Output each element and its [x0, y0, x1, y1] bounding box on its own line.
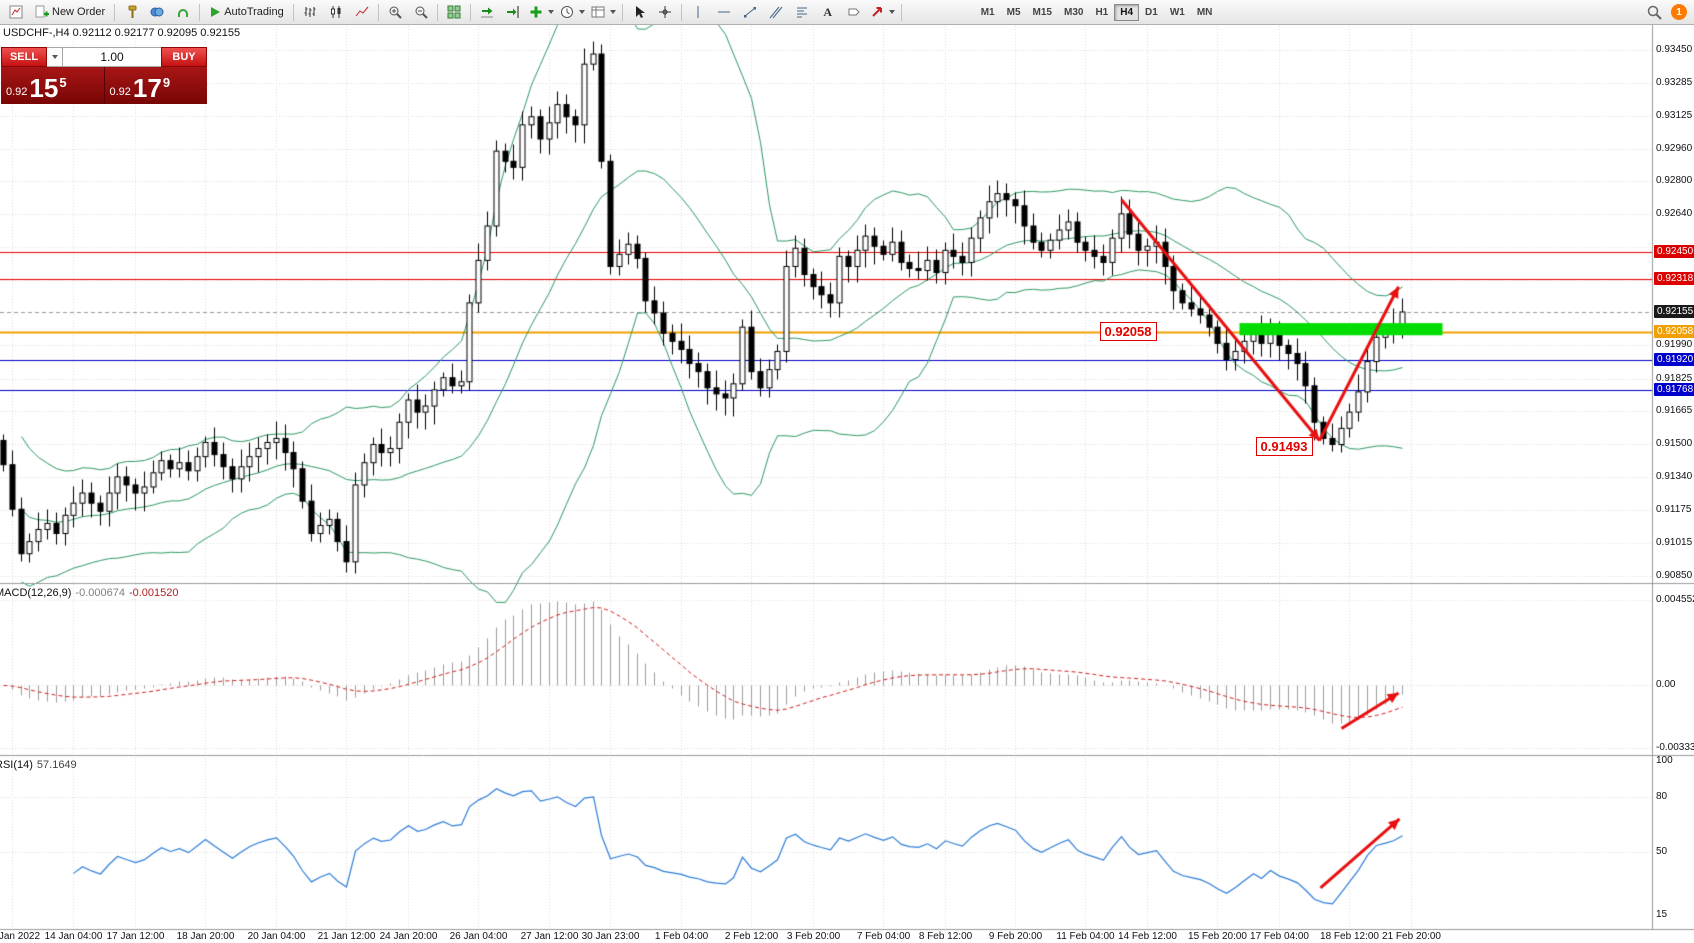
periods-icon[interactable]: [557, 1, 588, 23]
timeframe-m30[interactable]: M30: [1058, 4, 1089, 21]
toolbar-separator: [114, 3, 116, 21]
arrows-dropdown-caret: [888, 10, 895, 14]
new-order-button[interactable]: New Order: [29, 2, 111, 22]
timeframe-w1[interactable]: W1: [1164, 4, 1191, 21]
indicators-icon[interactable]: [526, 1, 557, 23]
autotrading-button[interactable]: AutoTrading: [203, 2, 290, 22]
text-tool-glyph: A: [823, 4, 833, 19]
line-chart-icon[interactable]: [349, 1, 375, 23]
hammer-icon[interactable]: [118, 1, 144, 23]
search-icon[interactable]: [1641, 1, 1667, 23]
notification-badge[interactable]: 1: [1671, 4, 1687, 20]
vertical-line-tool-icon[interactable]: [685, 1, 711, 23]
timeframe-mn[interactable]: MN: [1191, 4, 1219, 21]
toolbar-separator: [377, 3, 379, 21]
toolbar-separator: [900, 3, 902, 21]
coins-icon[interactable]: [144, 1, 170, 23]
horizontal-line-tool-icon[interactable]: [711, 1, 737, 23]
toolbar-separator: [469, 3, 471, 21]
bar-chart-icon[interactable]: [297, 1, 323, 23]
zoom-in-icon[interactable]: [382, 1, 408, 23]
toolbar-separator: [292, 3, 294, 21]
timeframe-m5[interactable]: M5: [1001, 4, 1027, 21]
text-label-tool-icon[interactable]: [841, 1, 867, 23]
crosshair-icon[interactable]: [652, 1, 678, 23]
tile-windows-icon[interactable]: [441, 1, 467, 23]
chart-window-icon[interactable]: [3, 1, 29, 23]
timeframe-h1[interactable]: H1: [1089, 4, 1114, 21]
auto-scroll-icon[interactable]: [474, 1, 500, 23]
channel-tool-icon[interactable]: [763, 1, 789, 23]
templates-icon[interactable]: [588, 1, 619, 23]
fibonacci-tool-icon[interactable]: [789, 1, 815, 23]
toolbar-separator: [199, 3, 201, 21]
autotrading-icon: [209, 6, 221, 18]
toolbar-separator: [621, 3, 623, 21]
cursor-icon[interactable]: [626, 1, 652, 23]
autotrading-label: AutoTrading: [224, 6, 284, 18]
arrows-tool-icon[interactable]: [867, 1, 898, 23]
headset-icon[interactable]: [170, 1, 196, 23]
chart-shift-icon[interactable]: [500, 1, 526, 23]
new-order-label: New Order: [52, 6, 106, 18]
periods-dropdown-caret: [578, 10, 585, 14]
toolbar-separator: [436, 3, 438, 21]
text-tool-icon[interactable]: A: [815, 1, 841, 23]
timeframe-group: M1 M5 M15 M30 H1 H4 D1 W1 MN: [975, 3, 1219, 21]
timeframe-m15[interactable]: M15: [1027, 4, 1058, 21]
zoom-out-icon[interactable]: [408, 1, 434, 23]
timeframe-h4[interactable]: H4: [1114, 3, 1140, 21]
timeframe-m1[interactable]: M1: [975, 4, 1001, 21]
candlestick-chart-icon[interactable]: [323, 1, 349, 23]
toolbar-separator: [680, 3, 682, 21]
main-toolbar: New Order AutoTrading A: [0, 0, 1694, 25]
trendline-tool-icon[interactable]: [737, 1, 763, 23]
new-order-icon: [35, 5, 49, 19]
indicators-dropdown-caret: [547, 10, 554, 14]
templates-dropdown-caret: [609, 10, 616, 14]
timeframe-d1[interactable]: D1: [1139, 4, 1164, 21]
